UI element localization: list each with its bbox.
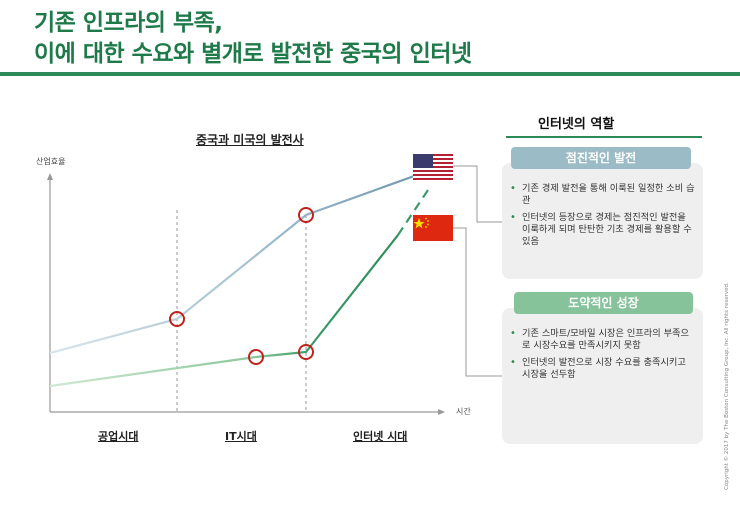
title-line-2: 이에 대한 수요와 별개로 발전한 중국의 인터넷 — [34, 41, 472, 67]
card-bullets: 기존 스마트/모바일 시장은 인프라의 부족으로 시장수요를 만족시키지 못함 … — [510, 328, 697, 386]
axes — [47, 173, 445, 415]
x-axis-label: 시간 — [456, 407, 471, 416]
era-label-it: IT시대 — [225, 430, 257, 443]
inflection-markers — [169, 207, 314, 365]
bullet-item: 인터넷의 등장으로 경제는 점진적인 발전을 이룩하게 되며 탄탄한 기초 경제… — [510, 212, 697, 248]
card-gradual-development: 기존 경제 발전을 통해 이룩된 일정한 소비 습관 인터넷의 등장으로 경제는… — [502, 163, 703, 279]
china-projection-dashed — [397, 189, 429, 236]
us-series-line — [49, 173, 418, 355]
era-dividers — [176, 210, 307, 412]
roles-title: 인터넷의 역할 — [538, 117, 615, 132]
copyright-notice: Copyright © 2017 by The Boston Consultin… — [724, 282, 730, 490]
card-bullets: 기존 경제 발전을 통해 이룩된 일정한 소비 습관 인터넷의 등장으로 경제는… — [510, 183, 697, 253]
page-title: 기존 인프라의 부족, 이에 대한 수요와 별개로 발전한 중국의 인터넷 — [34, 8, 472, 70]
title-divider — [0, 72, 740, 76]
flag-connectors — [453, 165, 503, 377]
china-flag-icon — [413, 215, 453, 241]
us-flag-icon — [413, 154, 453, 180]
y-axis-label: 산업효율 — [36, 157, 66, 166]
china-series-line — [49, 234, 399, 388]
card-leap-growth: 기존 스마트/모바일 시장은 인프라의 부족으로 시장수요를 만족시키지 못함 … — [502, 308, 703, 444]
bullet-item: 인터넷의 발전으로 시장 수요를 충족시키고 시장을 선두함 — [510, 357, 697, 381]
bullet-item: 기존 경제 발전을 통해 이룩된 일정한 소비 습관 — [510, 183, 697, 207]
title-line-1: 기존 인프라의 부족, — [34, 10, 223, 36]
roles-divider — [506, 136, 702, 138]
chart-title: 중국과 미국의 발전사 — [196, 133, 304, 147]
card-heading-leap: 도약적인 성장 — [514, 292, 693, 314]
bullet-item: 기존 스마트/모바일 시장은 인프라의 부족으로 시장수요를 만족시키지 못함 — [510, 328, 697, 352]
era-label-internet: 인터넷 시대 — [353, 430, 408, 443]
card-heading-gradual: 점진적인 발전 — [511, 147, 691, 169]
era-label-industrial: 공업시대 — [98, 430, 139, 443]
